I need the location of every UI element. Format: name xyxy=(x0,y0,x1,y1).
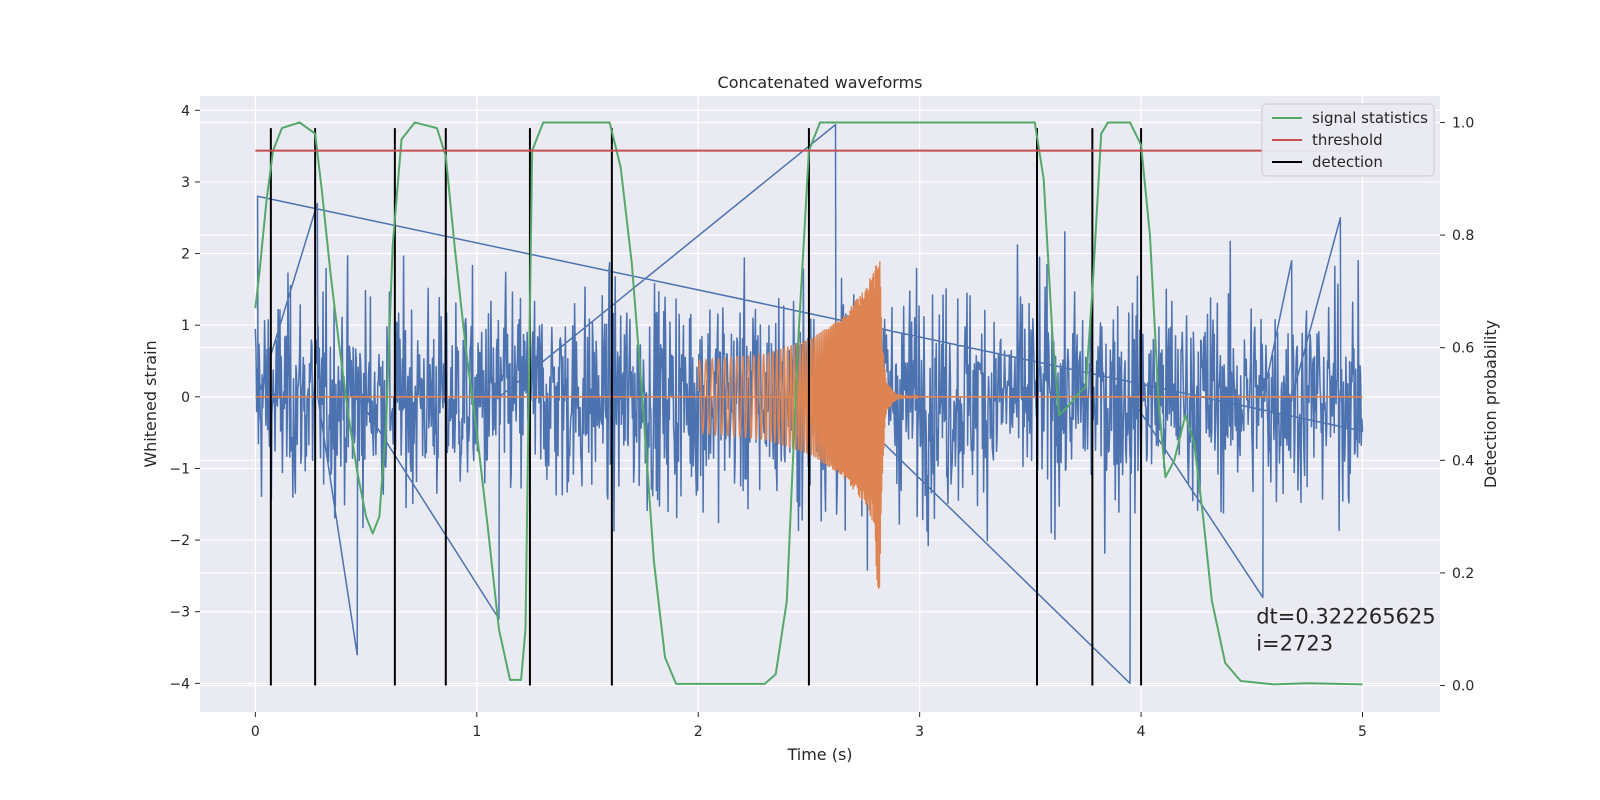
x-tick-label: 0 xyxy=(251,724,260,740)
legend-label: detection xyxy=(1312,153,1383,171)
y2-axis-label: Detection probability xyxy=(1481,320,1500,488)
chart-title: Concatenated waveforms xyxy=(718,73,923,92)
y-tick-label: 1 xyxy=(181,318,190,334)
y2-tick-label: 0.4 xyxy=(1452,453,1474,469)
x-tick-label: 4 xyxy=(1137,724,1146,740)
legend-label: signal statistics xyxy=(1312,109,1428,127)
annotations: dt=0.322265625 i=2723 xyxy=(1256,605,1435,656)
annotation-text: i=2723 xyxy=(1256,632,1333,656)
legend-label: threshold xyxy=(1312,131,1383,149)
y-tick-label: 2 xyxy=(181,247,190,263)
annotation-text: dt=0.322265625 xyxy=(1256,605,1435,629)
axes-ticks: 0 1 2 3 4 5 4 3 2 1 0 −1 −2 −3 −4 1.0 0.8 0.6 0.4 0.2 0.0 xyxy=(169,103,1474,740)
legend-box xyxy=(1261,103,1435,177)
y-tick-label: 0 xyxy=(181,390,190,406)
x-axis-label: Time (s) xyxy=(786,745,852,764)
x-tick-label: 1 xyxy=(472,724,481,740)
grid-lines xyxy=(200,96,1440,712)
plot-content xyxy=(254,121,1364,686)
y2-tick-label: 1.0 xyxy=(1452,115,1474,131)
y-tick-label: −4 xyxy=(169,676,190,692)
y-tick-label: 3 xyxy=(181,175,190,191)
signal-statistics-line xyxy=(254,121,1363,686)
x-tick-label: 3 xyxy=(915,724,924,740)
y-tick-label: 4 xyxy=(181,103,190,119)
x-tick-label: 5 xyxy=(1358,724,1367,740)
y-axis-label: Whitened strain xyxy=(141,340,160,467)
legend: signal statistics threshold detection xyxy=(1261,103,1435,177)
y2-tick-label: 0.0 xyxy=(1452,679,1474,695)
y2-tick-label: 0.2 xyxy=(1452,566,1474,582)
x-tick-label: 2 xyxy=(694,724,703,740)
y2-tick-label: 0.6 xyxy=(1452,341,1474,357)
y2-tick-label: 0.8 xyxy=(1452,228,1474,244)
y-tick-label: −3 xyxy=(169,605,190,621)
y-tick-label: −1 xyxy=(169,461,190,477)
y-tick-label: −2 xyxy=(169,533,190,549)
